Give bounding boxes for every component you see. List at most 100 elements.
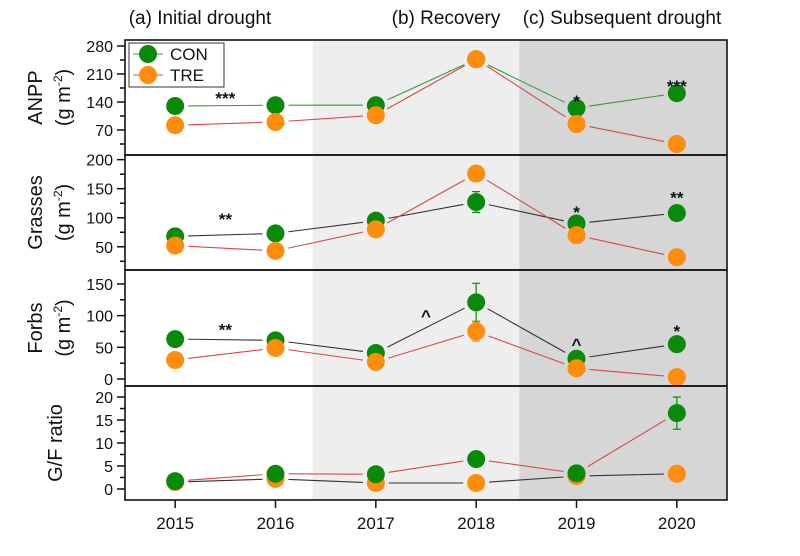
period-label: (b) Recovery [392,8,501,29]
series-line-con [188,233,263,237]
series-line-tre [188,348,263,360]
x-tick-label: 2019 [558,514,596,533]
significance-label: *** [667,77,687,96]
series-line-tre [488,335,565,365]
series-line-tre [486,65,566,118]
series-line-tre [388,334,464,359]
point-con-2020 [667,204,686,223]
series-line-con [388,460,464,473]
point-con-2016 [266,96,285,115]
point-tre-2020 [667,135,686,153]
point-con-2020 [667,84,686,103]
x-tick-label: 2017 [357,514,395,533]
y-tick-label: 0 [104,482,113,499]
series-line-con [589,213,664,223]
y-tick-label: 150 [86,277,113,294]
point-tre-2017 [366,352,385,371]
point-tre-2017 [366,106,385,125]
y-tick-label: 280 [86,39,113,56]
significance-label: * [573,203,580,222]
y-axis-label: Forbs [25,302,47,353]
significance-label: ^ [421,307,431,326]
series-line-tre [188,121,263,126]
significance-label: ** [670,188,684,207]
x-axis: 2015 2016 2017 2018 2019 2020 [156,500,696,533]
x-tick-label: 2016 [257,514,295,533]
series-line-con [488,204,564,222]
series-line-tre [288,478,363,484]
point-con-2015 [166,97,185,115]
point-tre-2015 [166,351,185,370]
significance-label: ^ [572,335,582,354]
point-con-2016 [266,224,285,243]
y-tick-label: 140 [86,95,113,112]
y-tick-label: 0 [104,372,113,389]
legend: CON TRE [128,42,225,88]
series-line-con [288,221,364,233]
point-con-2015 [166,472,185,491]
series-line-con [387,307,465,348]
significance-label: * [573,92,580,111]
y-tick-label: 100 [86,211,113,228]
y-axis-unit: (g m-2) [51,299,75,356]
y-tick-label: 70 [95,123,113,140]
legend-marker-con [139,45,157,63]
point-con-2018 [467,293,486,312]
series-line-con [487,64,566,103]
y-tick-label: 50 [95,340,113,357]
series-line-tre [288,231,364,249]
point-con-2019 [567,464,586,483]
significance-label: *** [215,89,235,108]
y-axis-unit: (g m-2) [51,184,75,241]
series-line-con [388,203,464,219]
y-axis-unit: (g m-2) [51,69,75,126]
point-tre-2019 [567,115,586,133]
series-line-con [487,308,566,353]
point-tre-2018 [467,473,486,492]
point-con-2017 [366,465,385,484]
point-tre-2016 [266,113,285,131]
series-line-tre [386,179,466,224]
series-line-tre [188,478,263,483]
point-con-2020 [667,335,686,354]
legend-label: TRE [170,66,204,85]
x-tick-label: 2018 [457,514,495,533]
y-axis-label: ANPP [25,70,47,124]
y-tick-label: 5 [104,459,113,476]
series-line-con [488,460,564,473]
panel-frame [124,385,728,501]
y-tick-label: 10 [95,436,113,453]
point-con-2016 [266,464,285,483]
y-tick-label: 200 [86,153,113,170]
point-tre-2018 [467,50,486,69]
period-label: (a) Initial drought [129,8,272,29]
y-tick-label: 210 [86,67,113,84]
point-tre-2016 [266,241,285,260]
series-line-tre [589,368,664,377]
y-axis-label: G/F ratio [45,404,67,482]
significance-label: ** [219,321,233,340]
point-tre-2020 [667,248,686,267]
period-label: (c) Subsequent drought [523,8,722,29]
series-line-tre [288,349,364,361]
y-axis-label: Grasses [25,175,47,249]
y-tick-label: 15 [95,413,113,430]
point-tre-2020 [667,368,686,387]
x-tick-label: 2015 [156,514,194,533]
legend-marker-tre [139,66,157,84]
point-con-2018 [467,450,486,469]
series-line-tre [489,476,564,483]
series-line-tre [386,65,466,110]
series-line-tre [288,115,363,122]
series-line-tre [589,126,665,142]
x-tick-label: 2020 [658,514,696,533]
legend-label: CON [170,45,208,64]
series-line-con [589,345,665,358]
y-tick-label: 150 [86,182,113,199]
series-line-tre [188,245,263,251]
point-tre-2015 [166,116,185,135]
series-line-con [188,104,263,107]
panel-gf_ratio: 0 5 10 15 20 G/F ratio [45,385,728,501]
